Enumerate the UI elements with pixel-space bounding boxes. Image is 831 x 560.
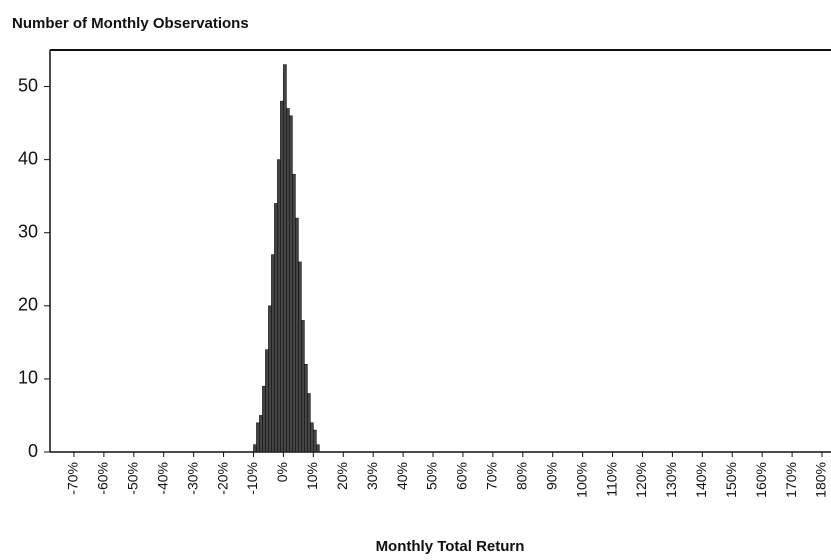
- bar: [289, 115, 293, 453]
- y-tick-label: 10: [18, 368, 38, 388]
- bar: [283, 64, 287, 453]
- bar: [265, 349, 269, 453]
- bar: [280, 100, 284, 453]
- x-tick-label: 80%: [513, 462, 529, 490]
- x-tick-label: 0%: [274, 462, 290, 482]
- x-tick-label: 60%: [454, 462, 470, 490]
- bar: [310, 422, 314, 453]
- bar: [304, 363, 308, 453]
- bar: [286, 108, 290, 453]
- x-tick-label: 70%: [484, 462, 500, 490]
- bar: [256, 422, 260, 453]
- y-tick-label: 30: [18, 221, 38, 241]
- x-tick-label: -10%: [244, 462, 260, 495]
- bar: [277, 159, 281, 453]
- x-tick-label: 170%: [783, 462, 799, 498]
- x-tick-label: 30%: [364, 462, 380, 490]
- x-tick-label: 130%: [663, 462, 679, 498]
- bar: [316, 444, 320, 453]
- x-tick-label: 50%: [424, 462, 440, 490]
- chart-title: Number of Monthly Observations: [12, 15, 249, 32]
- x-tick-label: 110%: [603, 462, 619, 497]
- x-tick-label: 160%: [753, 462, 769, 498]
- y-tick-label: 50: [18, 75, 38, 95]
- bar: [298, 261, 302, 453]
- x-tick-label: 40%: [394, 462, 410, 490]
- x-tick-label: 120%: [633, 462, 649, 498]
- bar: [295, 217, 299, 453]
- x-tick-label: -70%: [65, 462, 81, 495]
- x-tick-label: 140%: [693, 462, 709, 498]
- bar: [307, 393, 311, 453]
- x-tick-label: -40%: [154, 462, 170, 495]
- y-tick-label: 0: [28, 441, 38, 461]
- y-tick-label: 20: [18, 295, 38, 315]
- x-tick-label: -60%: [95, 462, 111, 495]
- bar: [262, 385, 266, 453]
- x-tick-label: 150%: [723, 462, 739, 498]
- x-tick-label: 10%: [304, 462, 320, 490]
- x-tick-label: -50%: [124, 462, 140, 495]
- bar: [274, 203, 278, 453]
- bar: [259, 415, 263, 453]
- bar: [271, 254, 275, 453]
- bar: [292, 173, 296, 453]
- x-tick-label: 100%: [573, 462, 589, 498]
- x-tick-label: -30%: [184, 462, 200, 495]
- bar: [268, 305, 272, 453]
- x-tick-label: 180%: [813, 462, 829, 498]
- x-tick-label: 20%: [334, 462, 350, 490]
- x-tick-label: -20%: [214, 462, 230, 495]
- x-axis-label: Monthly Total Return: [376, 538, 525, 555]
- x-tick-label: 90%: [543, 462, 559, 490]
- bar: [301, 320, 305, 453]
- bar: [313, 429, 317, 453]
- bar: [253, 444, 257, 453]
- y-tick-label: 40: [18, 148, 38, 168]
